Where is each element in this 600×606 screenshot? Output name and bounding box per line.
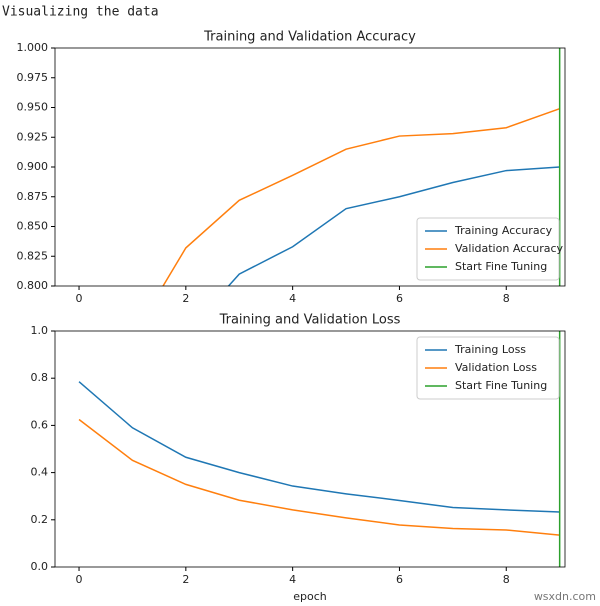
y-tick-label: 0.0 bbox=[31, 560, 49, 573]
y-tick-label: 0.2 bbox=[31, 513, 49, 526]
axes-frame bbox=[54, 47, 566, 287]
x-tick-label: 6 bbox=[396, 573, 403, 586]
y-tick-label: 0.800 bbox=[17, 279, 49, 292]
x-tick-label: 2 bbox=[182, 573, 189, 586]
series-line bbox=[78, 381, 560, 513]
x-tick-label: 6 bbox=[396, 292, 403, 305]
axes-frame bbox=[54, 330, 566, 568]
notebook-header: Visualizing the data bbox=[2, 5, 159, 20]
x-tick-label: 0 bbox=[76, 292, 83, 305]
legend-label: Validation Accuracy bbox=[455, 242, 564, 255]
x-tick-label: 8 bbox=[503, 292, 510, 305]
series-line bbox=[227, 166, 560, 286]
legend-label: Validation Loss bbox=[455, 361, 537, 374]
y-tick-label: 0.975 bbox=[17, 71, 49, 84]
x-tick-label: 0 bbox=[76, 573, 83, 586]
legend-label: Start Fine Tuning bbox=[455, 379, 547, 392]
y-tick-label: 0.850 bbox=[17, 220, 49, 233]
legend-label: Training Accuracy bbox=[454, 224, 553, 237]
y-tick-label: 0.4 bbox=[31, 466, 49, 479]
series-line bbox=[78, 418, 560, 536]
y-tick-label: 0.8 bbox=[31, 371, 49, 384]
y-tick-label: 0.950 bbox=[17, 101, 49, 114]
x-tick-label: 4 bbox=[289, 292, 296, 305]
legend-box bbox=[416, 217, 560, 281]
y-tick-label: 0.875 bbox=[17, 190, 49, 203]
y-tick-label: 0.900 bbox=[17, 160, 49, 173]
series-line bbox=[162, 107, 560, 286]
x-tick-label: 2 bbox=[182, 292, 189, 305]
y-tick-label: 0.925 bbox=[17, 130, 49, 143]
y-tick-label: 1.0 bbox=[31, 324, 49, 337]
y-tick-label: 0.825 bbox=[17, 249, 49, 262]
y-tick-label: 1.000 bbox=[17, 41, 49, 54]
x-tick-label: 4 bbox=[289, 573, 296, 586]
chart-title: Training and Validation Accuracy bbox=[203, 30, 416, 45]
chart-title: Training and Validation Loss bbox=[219, 313, 401, 328]
legend-box bbox=[416, 336, 560, 400]
x-tick-label: 8 bbox=[503, 573, 510, 586]
legend-label: Training Loss bbox=[454, 343, 526, 356]
legend-label: Start Fine Tuning bbox=[455, 260, 547, 273]
watermark: wsxdn.com bbox=[534, 590, 596, 603]
y-tick-label: 0.6 bbox=[31, 418, 49, 431]
x-axis-label: epoch bbox=[293, 590, 327, 603]
